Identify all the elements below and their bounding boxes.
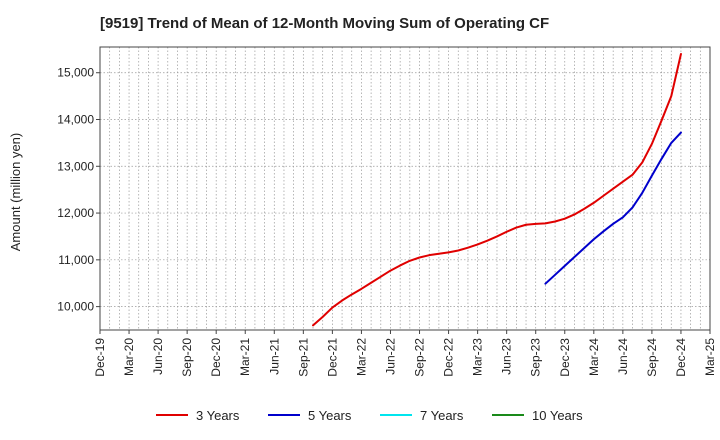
x-tick-label: Mar-25 [703,338,717,376]
chart-title: [9519] Trend of Mean of 12-Month Moving … [100,15,549,32]
x-tick-label: Sep-20 [180,338,194,377]
x-tick-label: Dec-20 [209,338,223,377]
legend: 3 Years 5 Years 7 Years 10 Years [156,408,583,423]
x-tick-label: Jun-23 [500,338,514,375]
legend-label: 7 Years [420,408,464,423]
plot-background [100,47,710,330]
y-tick-label: 10,000 [57,300,94,314]
legend-label: 3 Years [196,408,240,423]
x-tick-label: Dec-23 [558,338,572,377]
x-tick-label: Jun-21 [267,338,281,375]
x-tick-label: Jun-20 [151,338,165,375]
x-tick-label: Jun-22 [383,338,397,375]
x-tick-label: Mar-24 [587,338,601,376]
x-tick-label: Dec-19 [93,338,107,377]
y-tick-label: 15,000 [57,66,94,80]
x-tick-label: Sep-23 [529,338,543,377]
series-line [312,53,682,327]
y-tick-label: 13,000 [57,159,94,173]
x-tick-label: Mar-21 [238,338,252,376]
x-tick-label: Sep-21 [296,338,310,377]
y-tick-label: 12,000 [57,206,94,220]
x-tick-label: Sep-24 [645,338,659,377]
x-tick-label: Jun-24 [616,338,630,375]
legend-label: 5 Years [308,408,352,423]
x-tick-label: Mar-22 [354,338,368,376]
y-axis-title: Amount (million yen) [8,133,23,252]
x-tick-label: Dec-22 [442,338,456,377]
x-tick-label: Mar-23 [471,338,485,376]
legend-label: 10 Years [532,408,583,423]
y-tick-label: 11,000 [58,253,94,267]
y-tick-label: 14,000 [57,113,94,127]
x-tick-label: Sep-22 [413,338,427,377]
plot-border [99,46,711,331]
plot-area: 10,000 11,000 12,000 13,000 14,000 15,000 Dec-… [57,46,717,377]
x-tick-label: Dec-21 [325,338,339,377]
x-tick-label: Dec-24 [674,338,688,377]
series-line [544,131,682,285]
x-tick-label: Mar-20 [122,338,136,376]
